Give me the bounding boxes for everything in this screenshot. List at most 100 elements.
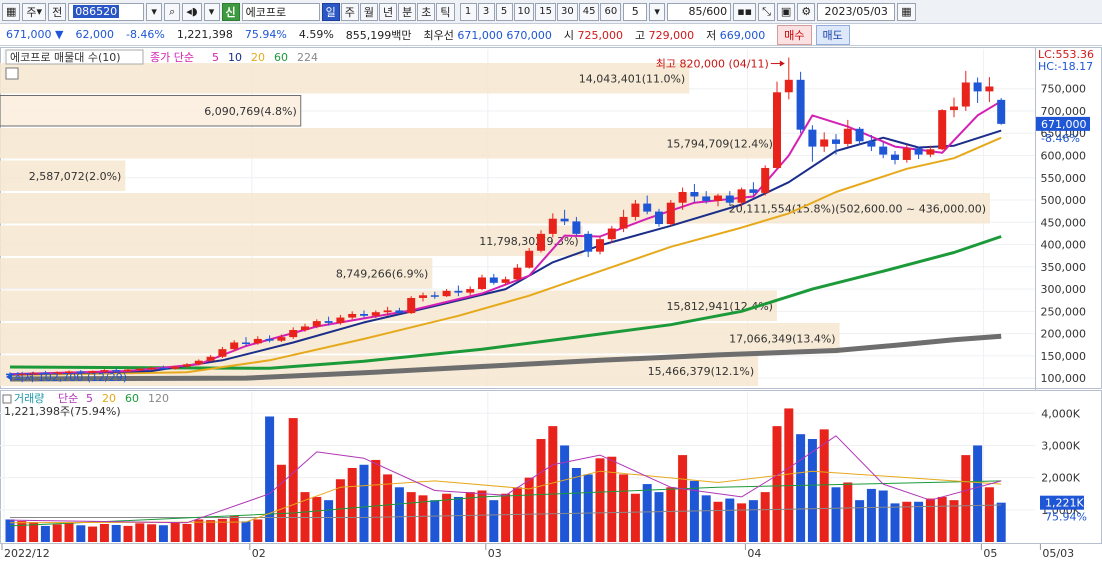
volume-bar (383, 474, 393, 542)
chart-menu-icon[interactable]: ▦ (2, 2, 21, 21)
price-pane[interactable]: 15,466,379(12.1%)17,066,349(13.4%)15,812… (0, 47, 1102, 544)
candle-body (714, 195, 722, 201)
candle-body (784, 79, 793, 93)
legend-ma-period: 10 (228, 51, 242, 64)
candle-body (430, 295, 439, 297)
speaker-icon[interactable]: ◂◗ (182, 2, 202, 21)
candle-body (643, 203, 652, 212)
interval-button[interactable]: 5 (495, 2, 513, 21)
timeframe-button[interactable]: 틱 (436, 2, 455, 21)
chevron-down-icon[interactable]: ▾ (146, 2, 163, 21)
interval-button[interactable]: 60 (600, 2, 622, 21)
volume-bar (501, 493, 511, 542)
interval-button[interactable]: 10 (513, 2, 535, 21)
candle-body (855, 128, 864, 142)
candle-body (619, 216, 628, 229)
candle-body (690, 192, 699, 197)
candle-body (537, 233, 545, 251)
volume-bar (52, 524, 62, 542)
volume-bar (843, 482, 853, 542)
vol-ma20-line (9, 470, 1002, 524)
interval-button[interactable]: 45 (578, 2, 600, 21)
timeframe-button[interactable]: 년 (379, 2, 398, 21)
candle-body (702, 196, 711, 201)
volume-bar (64, 522, 74, 542)
candle-body (938, 110, 947, 150)
candle-body (584, 233, 593, 252)
volume-legend-icon (2, 394, 12, 404)
volume-bar (241, 521, 251, 542)
best-quote: 최우선 671,000 670,000 (423, 28, 552, 42)
sell-button[interactable]: 매도 (815, 24, 850, 45)
gear-icon[interactable]: ⚙ (797, 2, 816, 21)
volume-bar (465, 492, 475, 542)
x-tick-label: 2022/12 (4, 547, 50, 560)
bar-count-field[interactable]: 85/600 (667, 2, 732, 21)
prev-button[interactable]: 전 (48, 2, 67, 21)
interval-button[interactable]: 15 (535, 2, 556, 21)
credit-badge[interactable]: 신 (221, 2, 240, 21)
candle-body (135, 368, 144, 371)
volume-bar (371, 459, 381, 542)
candle-body (572, 221, 581, 234)
buy-button[interactable]: 매수 (777, 24, 812, 45)
candle-body (961, 82, 970, 107)
volume-bar (678, 455, 688, 542)
candle-body (242, 342, 250, 344)
interval-button[interactable]: 1 (459, 2, 477, 21)
ma224-line (9, 333, 1002, 382)
price-tick-label: 550,000 (1041, 172, 1087, 185)
vol-ma60-line (9, 480, 1002, 527)
timeframe-button[interactable]: 초 (417, 2, 436, 21)
volume-bar (158, 525, 168, 542)
volume-ratio: 75.94% (244, 28, 287, 41)
legend-box-text: 에코프로 매물대 수(10) (10, 51, 121, 64)
volume-bar (973, 445, 983, 542)
chart-area[interactable]: 15,466,379(12.1%)17,066,349(13.4%)15,812… (0, 47, 1102, 566)
candle-body (737, 189, 746, 203)
volume-bar (17, 521, 27, 542)
timeframe-button[interactable]: 월 (359, 2, 379, 21)
stock-code-input[interactable]: 086520 (68, 2, 145, 21)
timeframe-button[interactable]: 분 (398, 2, 417, 21)
volume-profile-label: 2,587,072(2.0%) (29, 170, 122, 183)
volume-bar (713, 501, 723, 542)
volume-tick-label: 4,000K (1041, 407, 1080, 420)
calendar-icon[interactable]: ▦ (897, 2, 916, 21)
volume-profile-band (0, 63, 690, 94)
timeframe-button[interactable]: 주 (340, 2, 359, 21)
candle-body (832, 139, 840, 144)
interval-input[interactable]: 5 (623, 2, 648, 21)
volume-bar (88, 526, 98, 542)
volume-bar (418, 495, 428, 542)
volume-bar (276, 464, 286, 542)
dropdown-icon[interactable]: ▾ (203, 2, 220, 21)
legend-ma-label: 종가 단순 (150, 51, 194, 64)
save-icon[interactable]: ▣ (776, 2, 796, 21)
indicator-icon[interactable]: ▪▪ (733, 2, 757, 21)
volume-legend-period: 60 (125, 392, 139, 405)
timeframe-button[interactable]: 일 (321, 2, 340, 21)
candle-body (253, 338, 262, 344)
candle-body (230, 342, 239, 350)
search-icon[interactable]: ⌕ (164, 2, 181, 21)
volume-bar (772, 426, 782, 542)
stock-name-field[interactable]: 에코프로 (241, 2, 320, 21)
interval-dropdown-icon[interactable]: ▾ (649, 2, 666, 21)
x-tick-label: 05/03 (1042, 547, 1074, 560)
volume-profile-label: 8,749,266(6.9%) (336, 267, 429, 280)
candle-body (985, 86, 994, 92)
draw-tool-icon[interactable]: ⤡ (758, 2, 775, 21)
candle-body (100, 370, 109, 372)
volume-profile-band (0, 128, 777, 159)
interval-button[interactable]: 30 (556, 2, 578, 21)
date-field[interactable]: 2023/05/03 (817, 2, 896, 21)
candle-body (926, 149, 935, 155)
volume-bar (288, 418, 298, 542)
volume-bar (583, 474, 593, 542)
volume-bar (430, 500, 440, 542)
volume-bar (394, 487, 404, 542)
interval-button[interactable]: 3 (477, 2, 495, 21)
period-select[interactable]: 주 ▾ (22, 2, 47, 21)
